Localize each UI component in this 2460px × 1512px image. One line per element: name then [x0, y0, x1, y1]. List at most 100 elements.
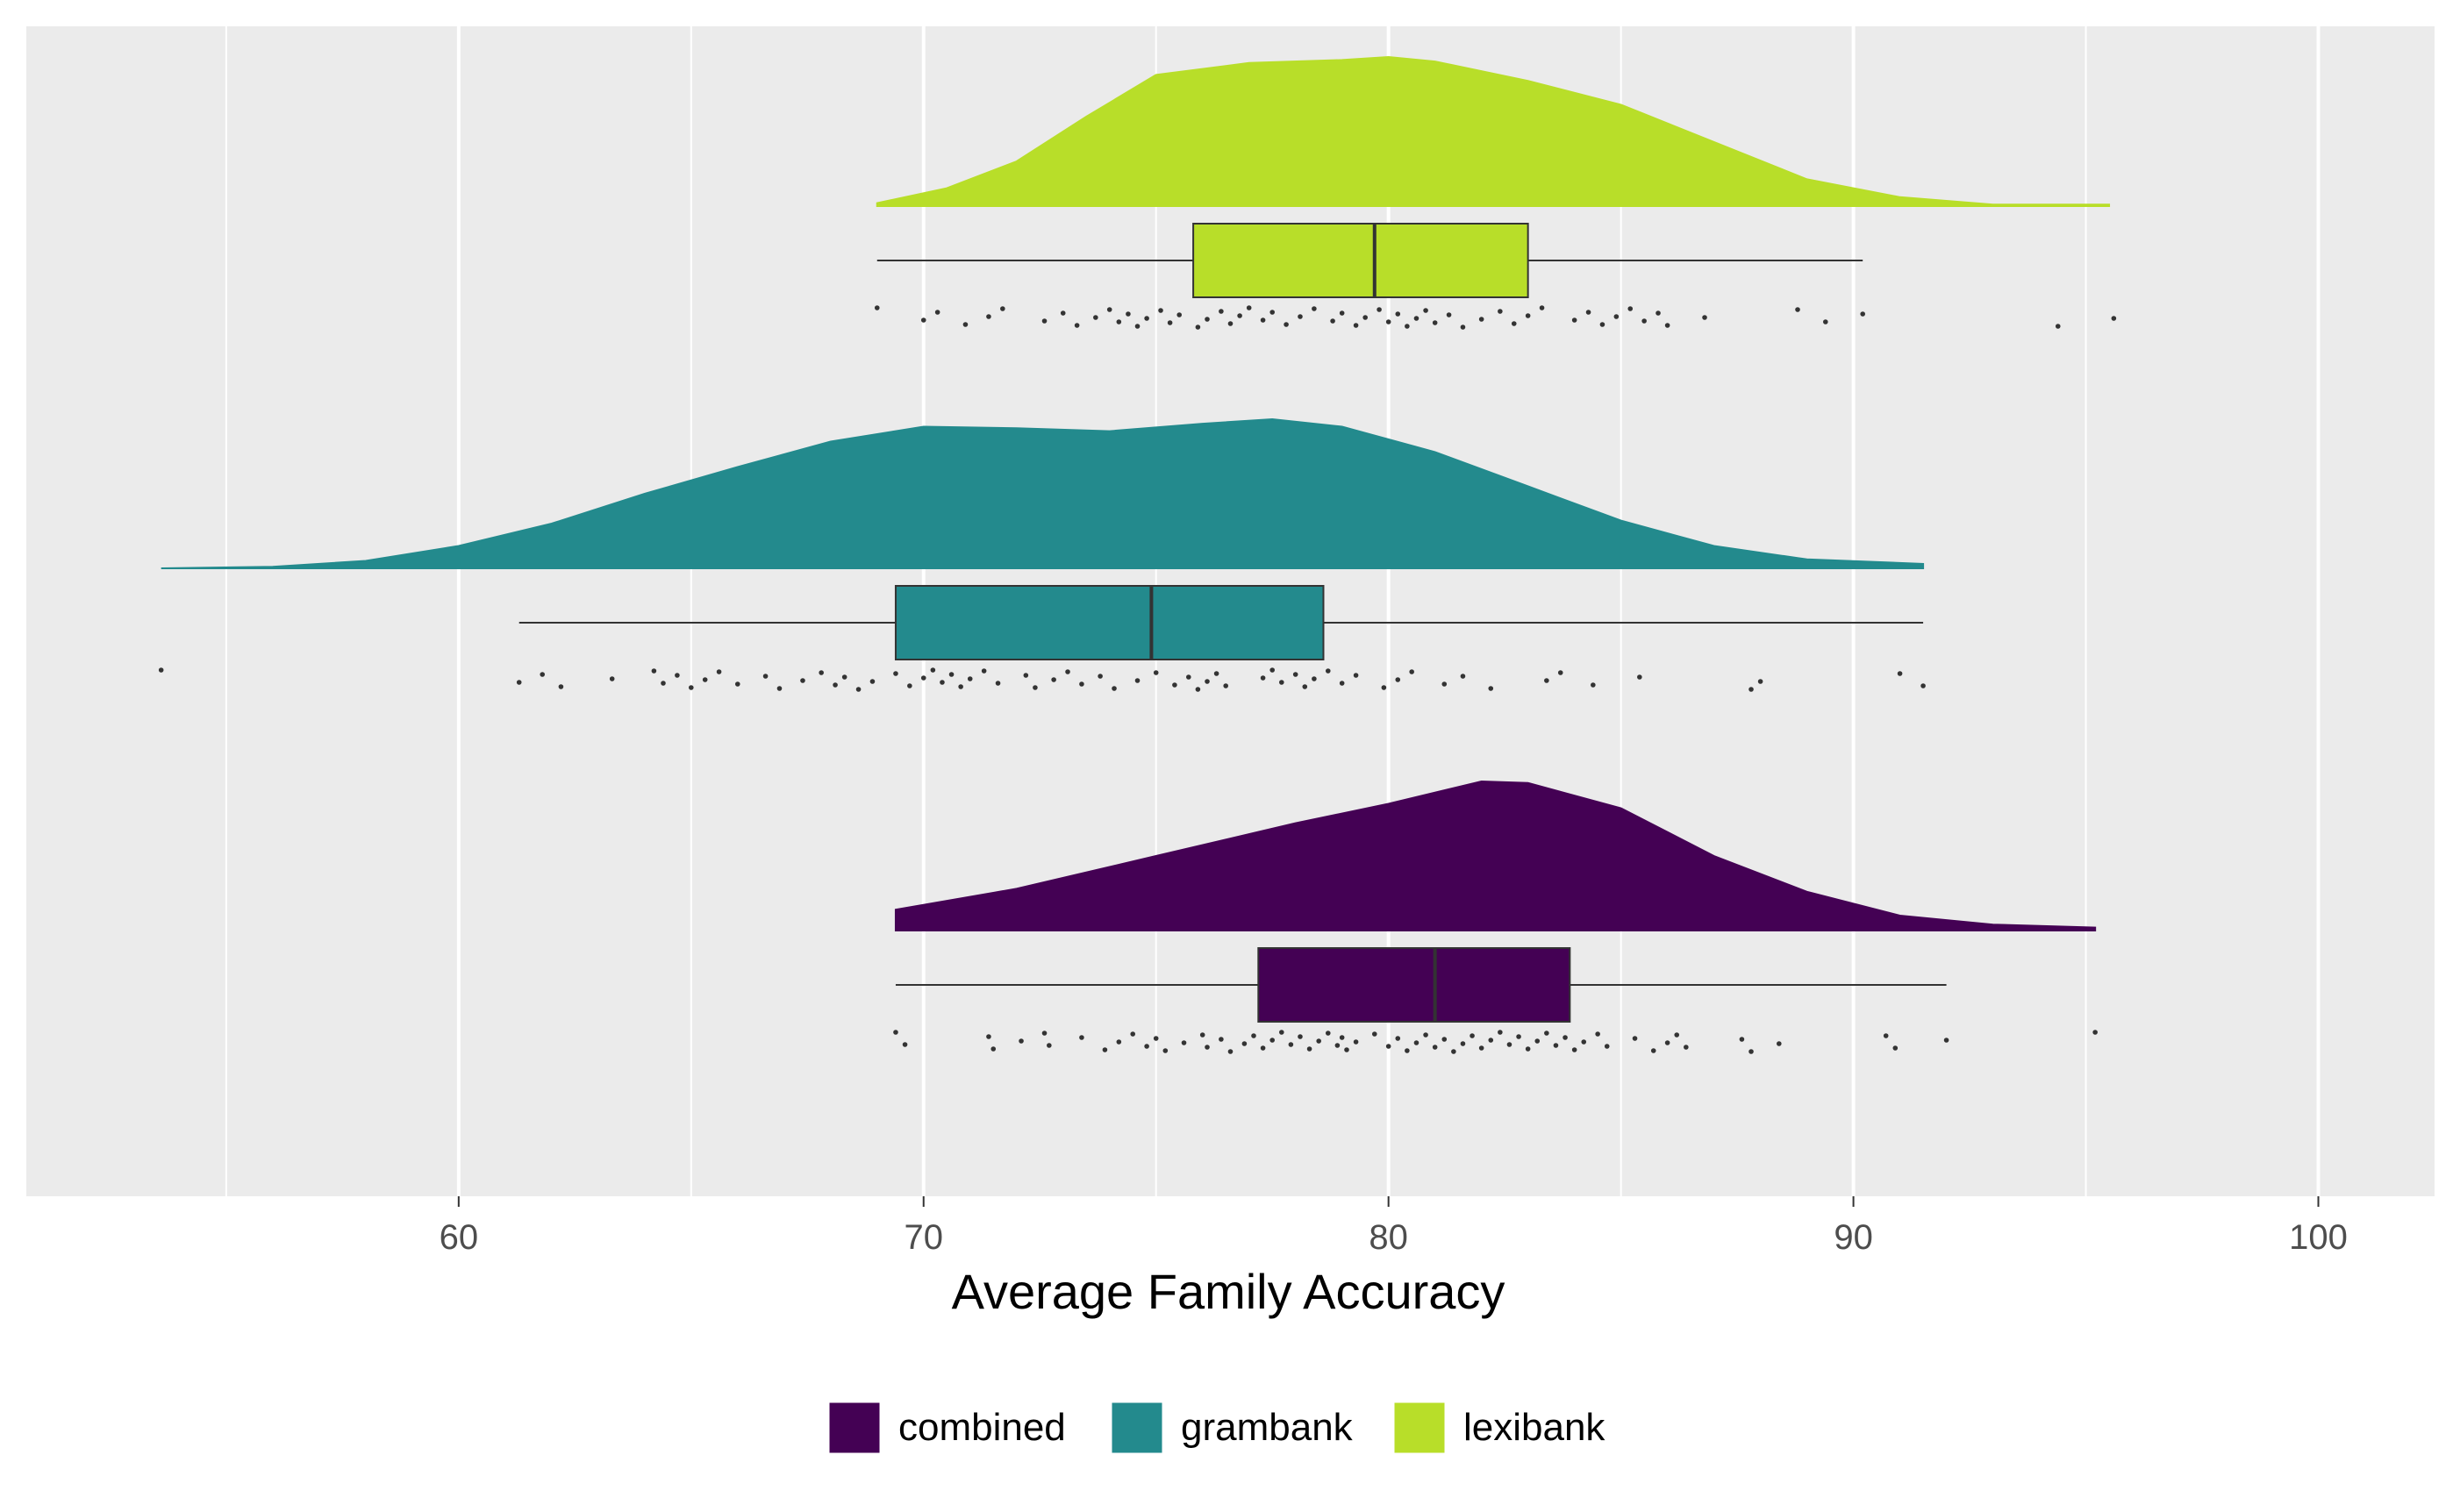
point-combined	[1371, 1031, 1377, 1037]
point-grambank	[540, 672, 546, 677]
point-combined	[1739, 1037, 1745, 1042]
point-lexibank	[1460, 325, 1466, 330]
point-grambank	[1195, 687, 1201, 692]
series-grambank	[158, 417, 1926, 692]
point-lexibank	[1000, 306, 1005, 311]
point-grambank	[1051, 677, 1056, 682]
point-lexibank	[1525, 313, 1531, 318]
point-grambank	[893, 671, 898, 676]
point-grambank	[716, 669, 722, 674]
point-grambank	[1223, 683, 1229, 688]
point-lexibank	[1613, 314, 1620, 319]
point-combined	[1385, 1044, 1391, 1049]
point-lexibank	[1539, 305, 1545, 310]
point-grambank	[609, 676, 615, 681]
density-grambank	[161, 417, 1925, 569]
point-lexibank	[1144, 316, 1149, 321]
point-combined	[1181, 1040, 1187, 1045]
point-combined	[1488, 1038, 1494, 1043]
box-lexibank	[1192, 223, 1529, 298]
point-lexibank	[1377, 307, 1382, 312]
point-combined	[1047, 1043, 1052, 1048]
point-grambank	[1205, 679, 1210, 684]
point-lexibank	[1423, 308, 1428, 313]
point-lexibank	[1627, 306, 1634, 311]
point-lexibank	[1823, 319, 1828, 325]
x-tick-label: 60	[440, 1218, 479, 1257]
point-grambank	[1033, 685, 1038, 690]
point-lexibank	[1093, 315, 1098, 320]
point-combined	[1943, 1038, 1949, 1043]
point-grambank	[1098, 674, 1103, 679]
legend: combined grambank lexibank	[826, 1400, 1605, 1456]
legend-label-grambank: grambank	[1181, 1406, 1354, 1449]
x-axis-title: Average Family Accuracy	[952, 1264, 1505, 1319]
grid-lines	[225, 26, 2321, 1196]
legend-key-combined	[826, 1400, 883, 1456]
point-grambank	[1172, 682, 1177, 688]
point-grambank	[1269, 667, 1275, 673]
legend-key-lexibank	[1391, 1400, 1448, 1456]
point-lexibank	[1795, 307, 1800, 312]
point-lexibank	[1195, 325, 1201, 330]
point-grambank	[920, 675, 926, 681]
point-combined	[1525, 1046, 1531, 1052]
point-grambank	[776, 686, 783, 691]
point-grambank	[1757, 679, 1763, 684]
point-grambank	[661, 681, 666, 686]
point-grambank	[1292, 672, 1298, 677]
point-lexibank	[962, 322, 969, 327]
point-combined	[1581, 1039, 1587, 1045]
point-grambank	[800, 678, 805, 683]
point-combined	[1498, 1030, 1503, 1035]
point-grambank	[1748, 687, 1754, 692]
point-lexibank	[1405, 324, 1410, 329]
point-grambank	[1339, 681, 1345, 686]
point-grambank	[930, 667, 936, 673]
point-combined	[1334, 1043, 1341, 1048]
point-lexibank	[1205, 317, 1210, 322]
point-combined	[1595, 1031, 1600, 1037]
point-lexibank	[874, 305, 880, 310]
point-combined	[1260, 1045, 1266, 1051]
point-lexibank	[1860, 311, 1865, 317]
point-grambank	[1353, 673, 1359, 678]
point-combined	[1339, 1035, 1345, 1040]
point-grambank	[1312, 676, 1317, 681]
point-combined	[1405, 1048, 1410, 1053]
point-combined	[1325, 1031, 1331, 1036]
point-combined	[1227, 1049, 1234, 1054]
point-lexibank	[1585, 310, 1591, 315]
point-combined	[1674, 1032, 1680, 1038]
point-lexibank	[1176, 312, 1183, 317]
point-combined	[1563, 1035, 1568, 1040]
density-combined	[894, 780, 2097, 931]
point-grambank	[688, 685, 694, 690]
point-combined	[1344, 1047, 1349, 1052]
point-grambank	[833, 682, 838, 688]
point-combined	[1423, 1032, 1428, 1038]
point-combined	[1041, 1031, 1048, 1036]
point-grambank	[1557, 670, 1563, 675]
point-lexibank	[920, 317, 926, 323]
point-grambank	[675, 673, 680, 678]
point-grambank	[1488, 686, 1494, 691]
box-combined	[1257, 947, 1571, 1023]
point-combined	[1650, 1048, 1656, 1053]
point-combined	[1102, 1047, 1108, 1052]
series-layer	[158, 55, 2117, 1054]
x-tick-label: 100	[2289, 1218, 2348, 1257]
point-lexibank	[1260, 317, 1266, 323]
x-axis: 60 70 80 90 100	[440, 1196, 2348, 1257]
point-lexibank	[1478, 317, 1484, 322]
point-grambank	[1591, 682, 1596, 688]
point-grambank	[855, 687, 862, 692]
point-combined	[1748, 1049, 1754, 1054]
point-combined	[1116, 1039, 1122, 1045]
legend-label-lexibank: lexibank	[1463, 1406, 1605, 1449]
point-lexibank	[1641, 318, 1647, 324]
x-tick-label: 70	[905, 1218, 944, 1257]
point-lexibank	[1246, 305, 1252, 310]
point-grambank	[1441, 681, 1448, 687]
